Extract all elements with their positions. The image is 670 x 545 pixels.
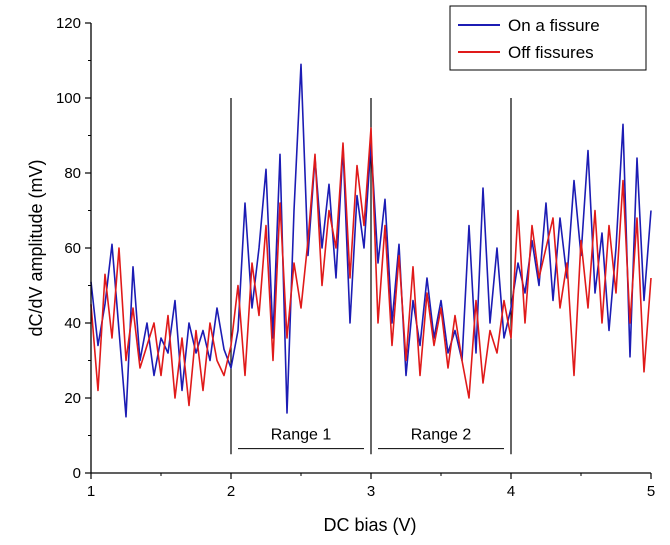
y-tick-label-120: 120 (56, 15, 81, 32)
axes: 1 2 3 4 5 0 20 40 60 80 100 120 (56, 15, 655, 500)
legend-label-2: Off fissures (508, 43, 594, 62)
x-tick-label-4: 4 (507, 483, 515, 500)
legend-box (449, 5, 647, 71)
vertical-markers (230, 98, 512, 455)
range-label-1: Range 1 (271, 427, 332, 444)
y-axis-label: dC/dV amplitude (mV) (26, 159, 46, 336)
y-tick-label-20: 20 (64, 390, 81, 407)
series-line-2 (90, 127, 652, 407)
x-tick-label-3: 3 (367, 483, 375, 500)
x-axis-label: DC bias (V) (323, 515, 416, 535)
x-tick-label-2: 2 (227, 483, 235, 500)
y-tick-label-80: 80 (64, 165, 81, 182)
y-tick-label-0: 0 (73, 465, 81, 482)
legend-label-1: On a fissure (508, 16, 600, 35)
x-tick-label-5: 5 (647, 483, 655, 500)
legend: On a fissure Off fissures (449, 5, 647, 71)
range-annotations: Range 1 Range 2 (238, 427, 504, 450)
x-tick-label-1: 1 (87, 483, 95, 500)
y-tick-label-100: 100 (56, 90, 81, 107)
y-tick-label-60: 60 (64, 240, 81, 257)
y-tick-label-40: 40 (64, 315, 81, 332)
range-label-2: Range 2 (411, 427, 472, 444)
series-lines (90, 63, 652, 418)
